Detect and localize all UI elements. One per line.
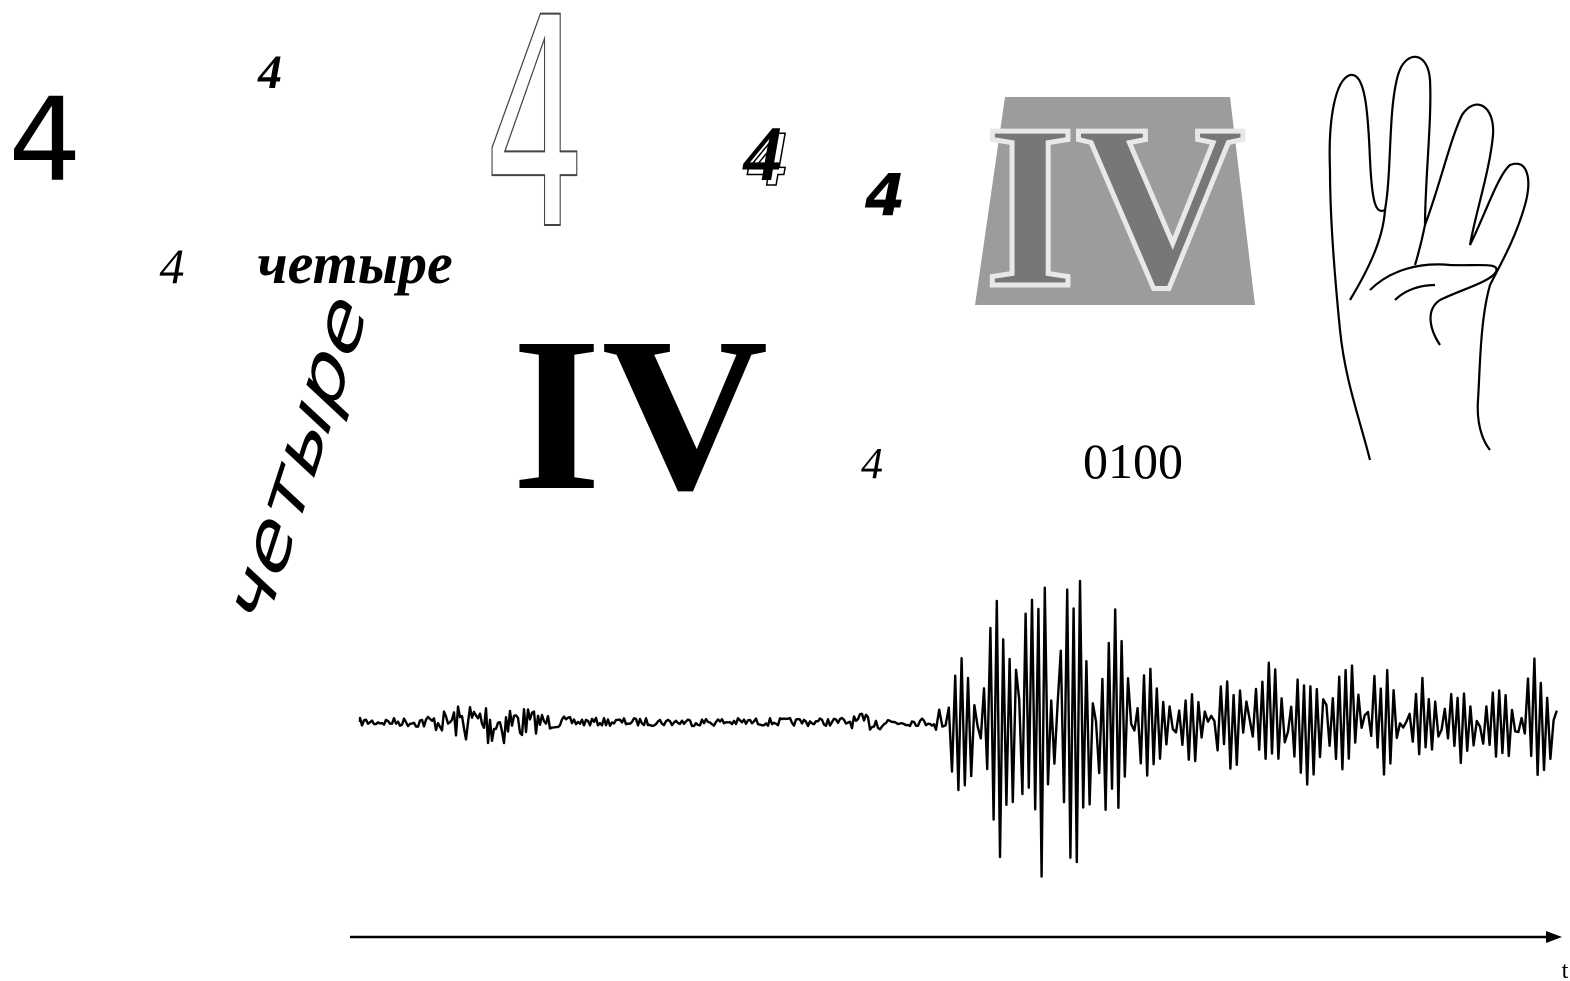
numeral-handwritten: 4 [861,439,883,488]
hand [1328,55,1530,461]
numeral-shadow-back: 4 [747,115,788,202]
roman-boxed: IV [984,76,1245,336]
axis-label: t [1562,958,1569,981]
waveform [358,579,1558,878]
numeral-shadow: 4 [742,110,783,197]
roman-box [975,97,1255,305]
roman-large: IV [512,292,769,536]
numeral-small-italic: 4 [257,46,282,99]
binary: 0100 [1083,433,1183,489]
word-horizontal: четыре [257,231,453,296]
word-rotated: четыре [214,269,380,647]
numeral-script: 4 [160,238,185,294]
numeral-bold-italic: 4 [864,161,905,229]
axis-arrow [1546,931,1562,943]
numeral-plain: 4 [8,74,81,208]
numeral-outline: 4 [484,0,585,294]
